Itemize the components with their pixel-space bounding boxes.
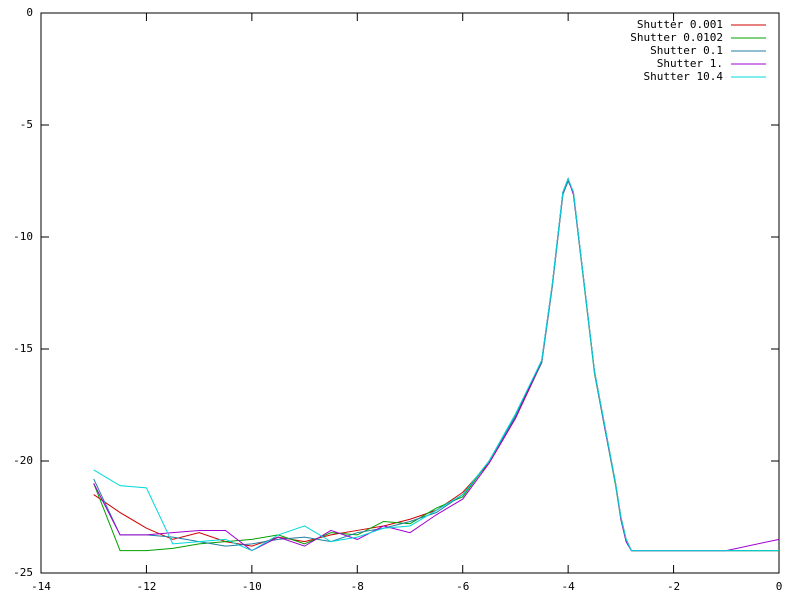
y-tick-label: -10 [13, 230, 33, 243]
series-line [93, 177, 780, 552]
y-tick-label: -25 [13, 566, 33, 579]
legend-label: Shutter 10.4 [644, 70, 724, 83]
x-tick-label: -10 [242, 580, 262, 593]
y-tick-label: -20 [13, 454, 33, 467]
legend-label: Shutter 0.001 [637, 18, 723, 31]
legend-label: Shutter 0.1 [650, 44, 723, 57]
x-tick-label: 0 [776, 580, 783, 593]
x-tick-label: -6 [456, 580, 469, 593]
legend-label: Shutter 1. [657, 57, 723, 70]
series-line [93, 177, 779, 552]
y-tick-label: -5 [20, 118, 33, 131]
series-line [93, 179, 779, 552]
y-tick-label: -15 [13, 342, 33, 355]
x-tick-label: -2 [667, 580, 680, 593]
x-tick-label: -14 [31, 580, 51, 593]
series-line [93, 177, 779, 552]
x-tick-label: -12 [136, 580, 156, 593]
plot-frame [40, 12, 780, 574]
x-tick-label: -4 [562, 580, 576, 593]
x-tick-label: -8 [351, 580, 364, 593]
legend-label: Shutter 0.0102 [630, 31, 723, 44]
y-tick-label: 0 [26, 6, 33, 19]
series-line [93, 179, 779, 552]
